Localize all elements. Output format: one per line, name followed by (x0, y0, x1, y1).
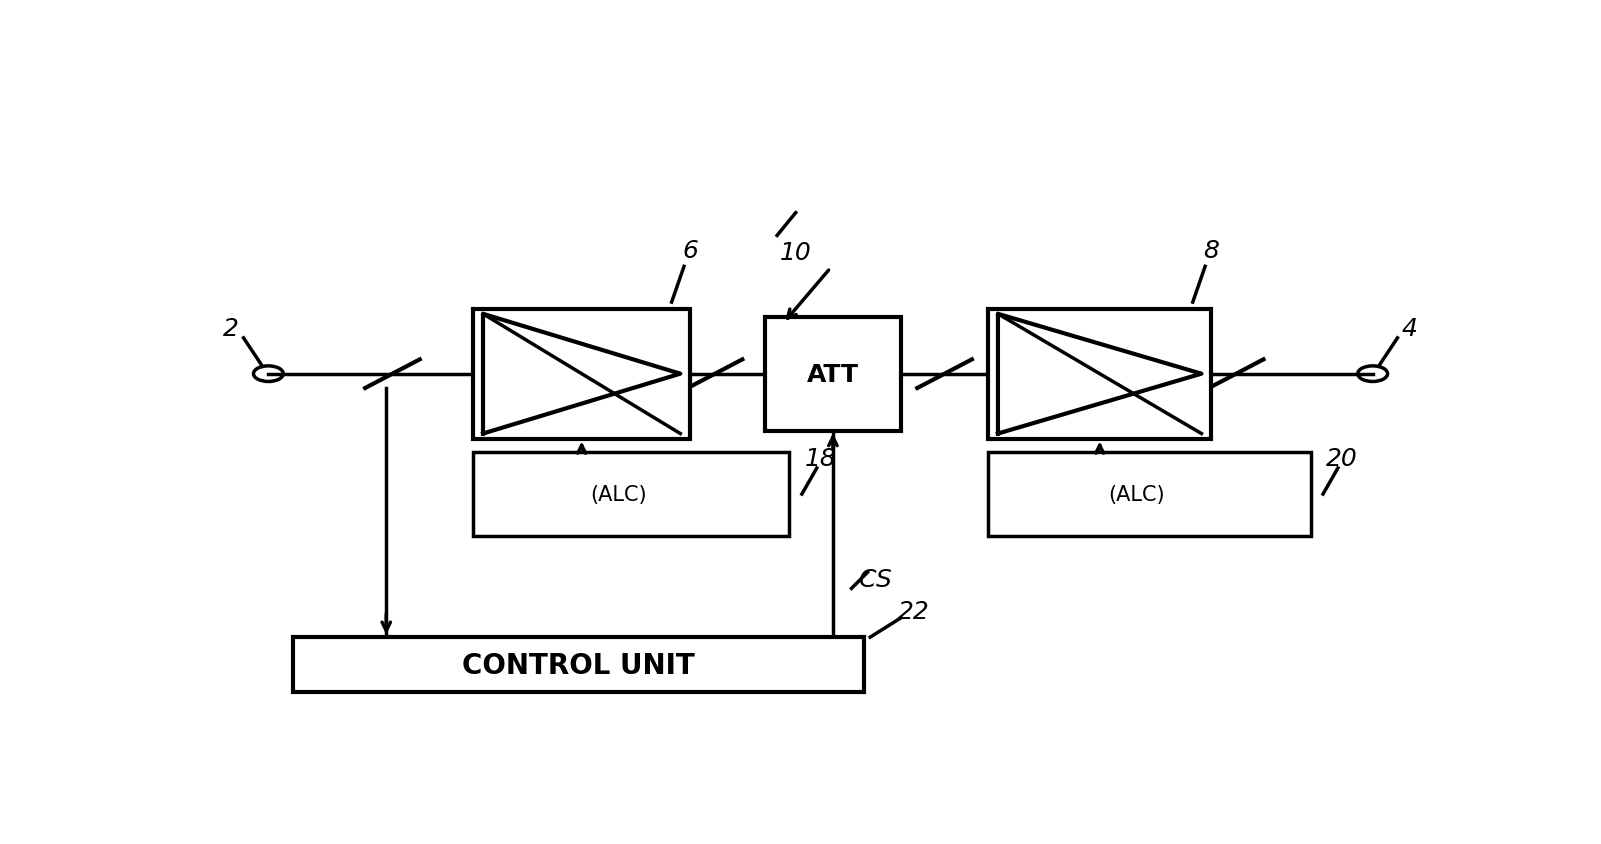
Text: CONTROL UNIT: CONTROL UNIT (463, 651, 695, 679)
Text: (ALC): (ALC) (591, 484, 647, 505)
Text: 6: 6 (682, 239, 698, 262)
Bar (765, 317, 901, 431)
Bar (474, 452, 789, 537)
Text: 22: 22 (898, 599, 930, 624)
Bar (988, 309, 1212, 439)
Text: 2: 2 (223, 316, 239, 341)
Text: CS: CS (860, 567, 893, 591)
Bar (988, 452, 1311, 537)
Bar (474, 309, 690, 439)
Text: 8: 8 (1204, 239, 1220, 262)
Text: 20: 20 (1326, 446, 1358, 471)
Text: 10: 10 (780, 241, 812, 264)
Text: 4: 4 (1402, 316, 1418, 341)
Bar (293, 637, 865, 693)
Text: ATT: ATT (807, 362, 858, 387)
Text: (ALC): (ALC) (1108, 484, 1166, 505)
Text: 18: 18 (805, 446, 836, 471)
